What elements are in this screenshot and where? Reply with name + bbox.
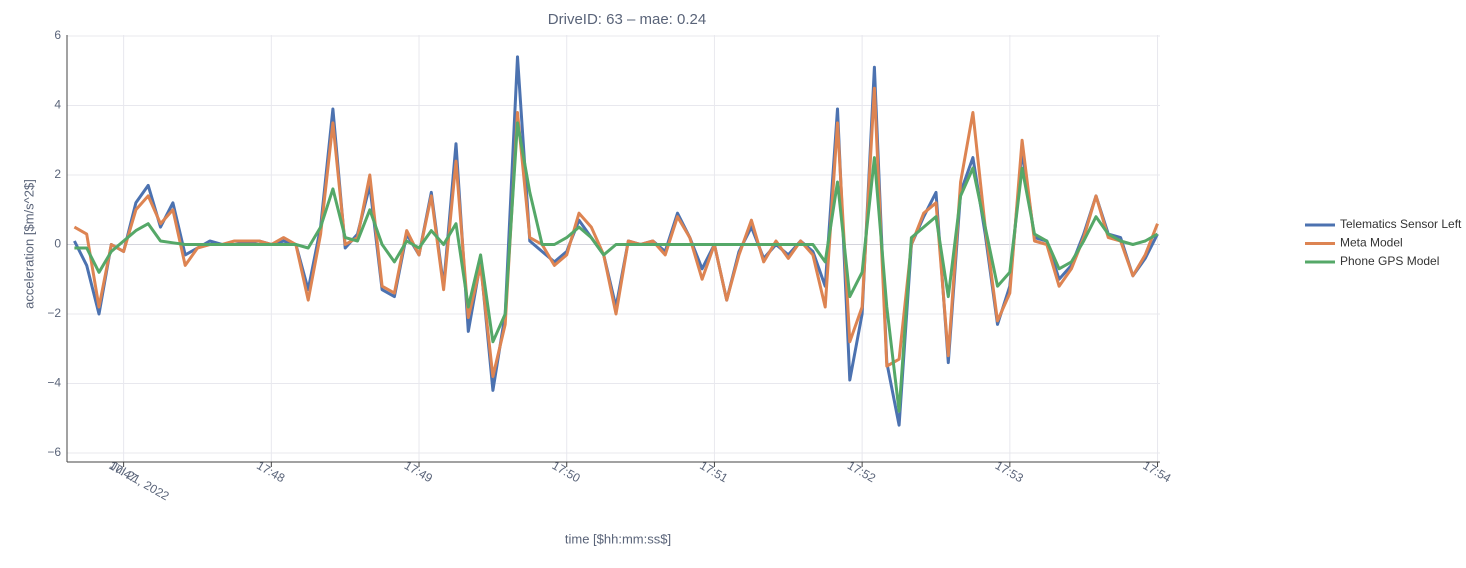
y-tick-label: 0 bbox=[54, 237, 61, 251]
x-axis-title: time [$hh:mm:ss$] bbox=[565, 531, 671, 546]
y-tick-label: 2 bbox=[54, 167, 61, 181]
legend-label: Meta Model bbox=[1340, 236, 1403, 250]
x-date-label: Jul 21, 2022 bbox=[108, 459, 172, 504]
series-line bbox=[73, 86, 1159, 378]
chart-title: DriveID: 63 – mae: 0.24 bbox=[548, 11, 706, 28]
legend-label: Telematics Sensor Left bbox=[1340, 217, 1462, 231]
y-tick-label: −2 bbox=[47, 306, 61, 320]
grid bbox=[67, 35, 1160, 462]
y-tick-label: 4 bbox=[54, 98, 61, 112]
y-tick-label: −4 bbox=[47, 376, 61, 390]
series-line bbox=[74, 121, 1159, 413]
legend-label: Phone GPS Model bbox=[1340, 254, 1439, 268]
lines bbox=[73, 55, 1159, 427]
y-tick-label: −6 bbox=[47, 445, 61, 459]
y-tick-label: 6 bbox=[54, 28, 61, 42]
y-axis-title: acceleration [$m/s^2$] bbox=[21, 179, 36, 309]
